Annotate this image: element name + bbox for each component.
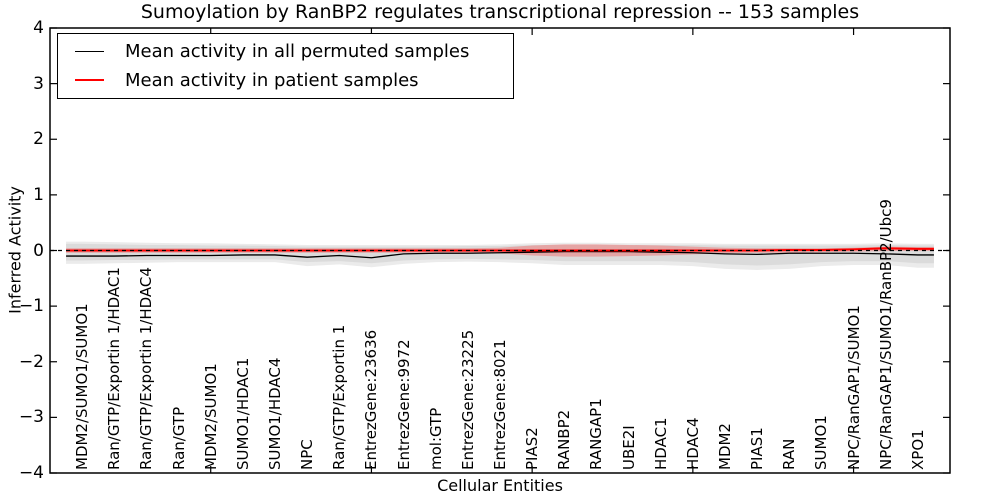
y-tick-label: 2 bbox=[33, 129, 44, 150]
legend: Mean activity in all permuted samples Me… bbox=[57, 33, 514, 99]
x-category-label: SUMO1/HDAC4 bbox=[266, 357, 284, 470]
legend-line-permuted-icon bbox=[75, 51, 104, 53]
x-category-label: PIAS1 bbox=[748, 427, 767, 470]
x-axis-label: Cellular Entities bbox=[437, 476, 563, 495]
legend-label-patient: Mean activity in patient samples bbox=[125, 69, 419, 91]
x-category-label: NPC/RanGAP1/SUMO1 bbox=[844, 305, 863, 470]
x-category-label: MDM2/SUMO1/SUMO1 bbox=[73, 303, 92, 470]
x-category-label: EntrezGene:23225 bbox=[458, 329, 477, 470]
x-category-label: PIAS2 bbox=[523, 427, 542, 470]
x-category-label: SUMO1 bbox=[812, 415, 831, 470]
x-category-label: NPC/RanGAP1/SUMO1/RanBP2/Ubc9 bbox=[876, 199, 895, 470]
y-tick-label: −3 bbox=[18, 407, 44, 428]
y-tick-label: 1 bbox=[33, 184, 44, 205]
y-tick-label: 0 bbox=[33, 240, 44, 261]
x-category-label: HDAC4 bbox=[683, 417, 702, 470]
permuted-mean-line bbox=[66, 250, 934, 259]
x-category-label: Ran/GTP/Exportin 1 bbox=[330, 324, 349, 470]
x-category-label: RAN bbox=[780, 438, 799, 470]
y-tick-label: −2 bbox=[18, 351, 44, 372]
x-category-label: NPC bbox=[298, 439, 317, 470]
x-category-label: XPO1 bbox=[908, 429, 927, 470]
x-category-label: MDM2 bbox=[716, 423, 734, 470]
legend-line-patient-icon bbox=[75, 79, 104, 82]
legend-label-permuted: Mean activity in all permuted samples bbox=[125, 41, 470, 63]
band-permuted-inner bbox=[66, 243, 934, 266]
legend-item-permuted: Mean activity in all permuted samples bbox=[75, 41, 513, 62]
y-tick-label: −4 bbox=[18, 463, 44, 483]
x-category-label: SUMO1/HDAC1 bbox=[233, 357, 252, 470]
y-tick-label: 3 bbox=[33, 73, 44, 94]
y-tick-label: −1 bbox=[18, 296, 44, 317]
x-category-label: RANBP2 bbox=[555, 409, 574, 470]
x-category-label: HDAC1 bbox=[651, 417, 670, 470]
x-category-label: EntrezGene:8021 bbox=[491, 339, 509, 470]
x-category-label: UBE2I bbox=[619, 425, 638, 470]
x-category-label: EntrezGene:9972 bbox=[394, 339, 413, 470]
chart-title: Sumoylation by RanBP2 regulates transcri… bbox=[140, 1, 860, 23]
x-category-label: mol:GTP bbox=[426, 407, 445, 470]
x-category-label: Ran/GTP/Exportin 1/HDAC4 bbox=[137, 267, 156, 470]
x-category-label: Ran/GTP bbox=[169, 406, 188, 470]
y-tick-label: 4 bbox=[33, 18, 44, 38]
x-category-label: EntrezGene:23636 bbox=[362, 329, 381, 470]
x-category-label: MDM2/SUMO1 bbox=[201, 363, 220, 470]
x-category-label: RANGAP1 bbox=[587, 398, 606, 470]
x-category-label: Ran/GTP/Exportin 1/HDAC1 bbox=[105, 267, 124, 470]
legend-item-patient: Mean activity in patient samples bbox=[75, 70, 513, 91]
